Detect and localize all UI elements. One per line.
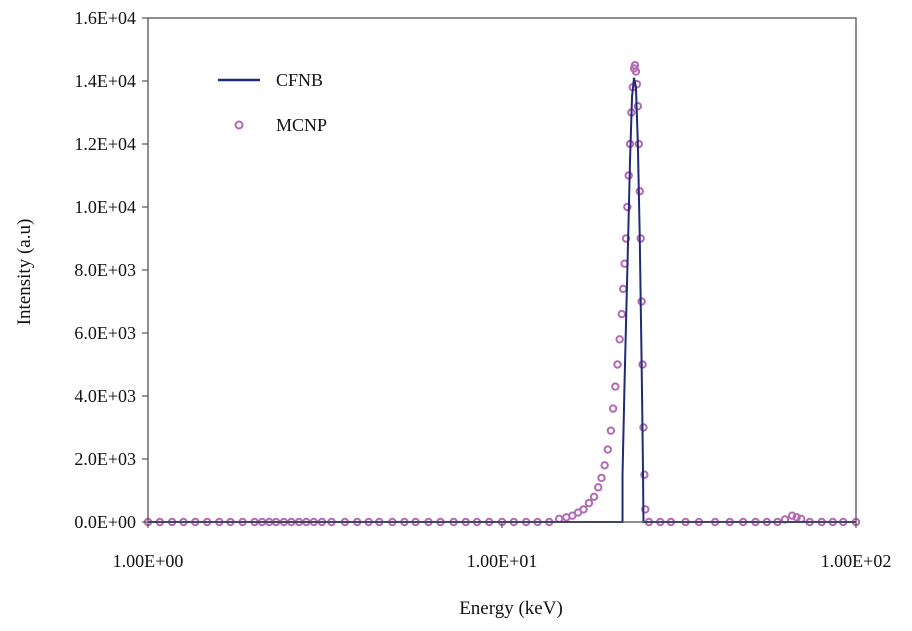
mcnp-point: [606, 426, 616, 435]
mcnp-point: [579, 505, 588, 514]
mcnp-point: [584, 498, 594, 508]
mcnp-point: [603, 445, 612, 454]
legend-mcnp-label: MCNP: [276, 115, 327, 135]
mcnp-point: [787, 511, 797, 520]
mcnp-point: [633, 102, 643, 111]
y-axis-title: Intensity (a.u): [14, 219, 35, 326]
mcnp-point: [640, 470, 649, 479]
plot-frame: [147, 17, 857, 523]
axes: 0.0E+00 2.0E+03 4.0E+03 6.0E+03 8.0E+03 1.0E+…: [74, 8, 891, 571]
x-tick-label: 1.00E+01: [467, 551, 538, 571]
y-tick-label: 6.0E+03: [74, 323, 136, 343]
y-tick-label: 1.6E+04: [74, 8, 136, 28]
mcnp-point: [631, 67, 641, 76]
mcnp-point: [623, 202, 632, 212]
x-tick-label: 1.00E+00: [113, 551, 184, 571]
legend-cfnb-label: CFNB: [276, 70, 323, 90]
mcnp-point: [608, 404, 618, 413]
y-tick-label: 4.0E+03: [74, 386, 136, 406]
legend-mcnp-swatch: [234, 120, 244, 130]
mcnp-point: [641, 505, 650, 514]
mcnp-point: [589, 492, 599, 501]
cfnb-line: [148, 77, 856, 523]
mcnp-point: [613, 360, 622, 369]
plot-area: [143, 61, 861, 527]
mcnp-point: [792, 513, 801, 522]
y-tick-label: 8.0E+03: [74, 260, 136, 280]
legend: CFNB MCNP: [218, 70, 327, 135]
x-axis-title: Energy (keV): [459, 598, 563, 619]
mcnp-point: [600, 461, 609, 470]
y-tick-label: 1.4E+04: [74, 71, 136, 91]
x-tick-label: 1.00E+02: [821, 551, 892, 571]
y-tick-label: 2.0E+03: [74, 449, 136, 469]
y-tick-label: 1.0E+04: [74, 197, 136, 217]
y-tick-label: 1.2E+04: [74, 134, 136, 154]
mcnp-point: [621, 234, 631, 243]
y-tick-label: 0.0E+00: [74, 512, 136, 532]
mcnp-point: [619, 284, 628, 294]
mcnp-point: [597, 473, 606, 483]
mcnp-point: [611, 382, 620, 391]
mcnp-point: [617, 309, 627, 319]
mcnp-point: [615, 335, 624, 344]
mcnp-point: [594, 483, 603, 492]
